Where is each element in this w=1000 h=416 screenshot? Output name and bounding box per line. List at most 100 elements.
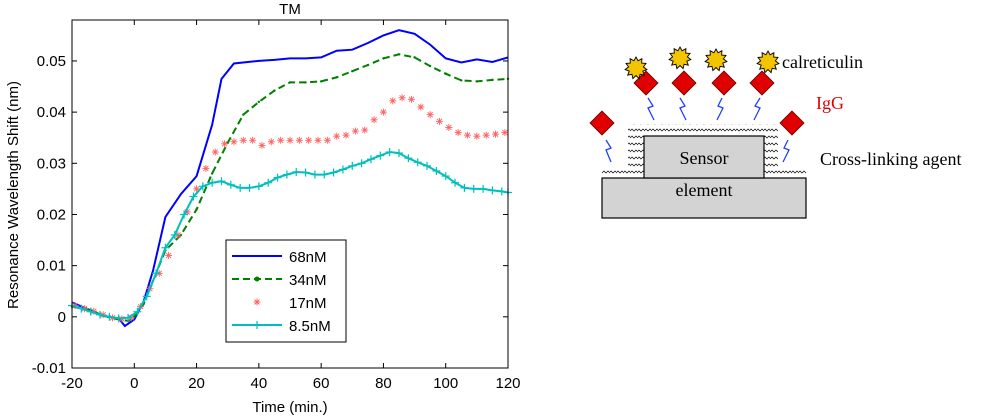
data-point [286,136,294,144]
data-point [282,170,291,179]
data-point [492,130,500,138]
star-stroke [212,149,219,155]
data-point [366,63,370,67]
star-stroke [333,133,340,139]
data-point [413,56,416,59]
data-point [257,100,261,104]
series-layer [68,29,512,328]
data-point [161,243,170,252]
star-stroke [203,165,209,172]
igg-diamond-icon [749,70,775,96]
data-point [165,251,173,259]
data-point [277,136,285,144]
data-point [310,170,319,179]
data-point [389,97,397,105]
x-tick-label: -20 [61,375,83,392]
star-stroke [502,129,508,136]
data-point [488,186,497,195]
data-point [189,192,198,201]
data-point [133,307,142,316]
data-point [376,151,385,160]
legend-label-8.5nM: 8.5nM [289,318,331,335]
data-point [86,307,95,316]
data-point [366,155,375,164]
data-point [479,184,488,193]
data-point [198,182,207,191]
linker-bolt-icon [716,97,724,121]
star-stroke [231,138,237,145]
star-stroke [343,132,349,138]
substrate-base [601,177,807,219]
star-stroke [268,138,275,145]
star-stroke [193,186,200,192]
series-line-68nM [71,29,509,328]
linker-bolts [605,97,790,163]
linker-bolt-icon [647,97,655,121]
data-point [385,148,394,157]
data-point [342,131,350,139]
calreticulin-icon [756,50,780,74]
x-axis-label: Time (min.) [252,399,327,416]
data-point [351,127,359,135]
data-point [170,230,179,239]
star-stroke [399,94,405,101]
calreticulin-icon [704,48,728,72]
data-point [441,172,450,181]
data-point [273,173,282,182]
y-axis-label: Resonance Wavelength Shift (nm) [5,81,22,309]
plot-frame [71,19,509,369]
legend: 68nM 34nM 17nM 8.5nM [225,239,347,343]
star-stroke [464,132,471,138]
legend-label-68nM: 68nM [289,249,327,266]
sensor-block [643,135,765,179]
star-stroke [259,142,265,149]
y-tick-label: 0.05 [37,53,66,70]
legend-label-34nM: 34nM [289,272,327,289]
linker-bolt-icon [782,139,790,163]
star-stroke [249,137,256,144]
y-tick-label: 0.04 [37,104,66,121]
data-point [124,313,133,322]
star-stroke [380,109,387,115]
data-point [202,164,210,172]
data-point [323,136,331,144]
data-point [210,172,214,175]
data-point [301,168,310,177]
data-point [348,161,357,170]
data-point [454,129,462,137]
calreticulin-icon [668,46,692,70]
data-point [96,310,105,319]
data-point [152,269,161,278]
data-point [407,95,415,103]
data-point [319,80,323,83]
x-tick-label: 120 [495,375,520,392]
data-point [413,158,422,167]
data-point [193,185,201,193]
data-point [445,123,453,131]
x-tick-label: 60 [313,375,330,392]
star-stroke [165,252,172,259]
data-point [428,64,432,68]
data-point [382,57,385,60]
legend-marker-34nM [254,276,260,282]
x-tick-label: 80 [375,375,392,392]
legend-samples [232,255,282,329]
data-point [273,89,276,92]
star-stroke [492,131,499,137]
data-point [460,183,469,192]
data-point [333,132,341,140]
data-point [77,304,86,313]
data-point [398,94,406,102]
data-point [236,183,245,192]
data-point [444,72,447,75]
data-point [501,129,509,137]
data-point [180,210,189,219]
data-point [245,183,254,192]
y-tick-label: 0.02 [37,206,66,223]
data-point [314,136,322,144]
ticks-layer: -20 0 20 40 60 80 100 120 -0.01 0 0.01 0.02 0.03 0.04… [32,20,521,392]
biosensor-diagram: Sensor element calreticulin IgG Cross-li… [589,46,962,219]
star-stroke [427,111,433,118]
data-point [423,161,432,170]
